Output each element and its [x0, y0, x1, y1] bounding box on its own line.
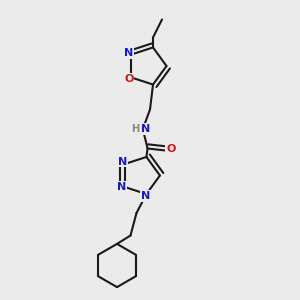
Text: N: N: [141, 191, 150, 201]
Text: H: H: [131, 124, 140, 134]
Text: N: N: [124, 48, 134, 58]
Text: O: O: [166, 144, 175, 154]
Text: N: N: [118, 157, 128, 166]
Text: N: N: [141, 124, 150, 134]
Text: O: O: [124, 74, 134, 84]
Text: N: N: [117, 182, 126, 192]
